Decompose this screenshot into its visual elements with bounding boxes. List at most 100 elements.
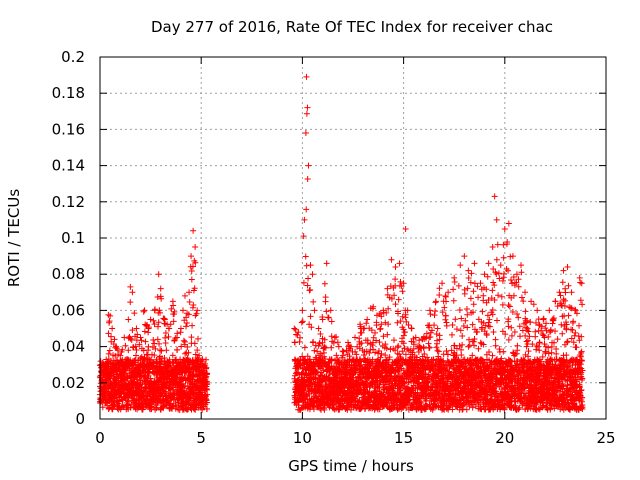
data-point — [299, 307, 306, 314]
data-point — [464, 324, 471, 331]
data-point — [505, 302, 512, 309]
data-point — [151, 321, 158, 328]
data-point — [188, 334, 195, 341]
data-point — [178, 343, 185, 350]
data-point — [109, 325, 116, 332]
data-point — [522, 289, 529, 296]
data-point — [162, 334, 169, 341]
data-point — [439, 280, 446, 287]
data-point — [505, 323, 512, 330]
data-point — [150, 337, 157, 344]
data-point — [481, 271, 488, 278]
data-point — [456, 307, 463, 314]
data-point — [115, 351, 122, 358]
data-point — [189, 322, 196, 329]
data-point — [506, 303, 513, 310]
data-point — [507, 253, 514, 260]
data-point — [461, 253, 468, 260]
data-point — [395, 296, 402, 303]
data-point — [186, 298, 193, 305]
data-point — [192, 244, 199, 251]
data-point — [138, 383, 145, 390]
data-point — [304, 176, 311, 183]
data-point — [323, 260, 330, 267]
data-point — [145, 329, 152, 336]
data-point — [166, 325, 173, 332]
data-point — [495, 292, 502, 299]
data-point — [137, 334, 144, 341]
data-point — [157, 285, 164, 292]
data-point — [162, 330, 169, 337]
data-point — [432, 299, 439, 306]
data-point — [433, 331, 440, 338]
data-point — [322, 298, 329, 305]
data-point — [194, 347, 201, 354]
data-point — [434, 325, 441, 332]
data-points — [96, 73, 586, 413]
data-point — [470, 301, 477, 308]
data-point — [436, 291, 443, 298]
data-point — [119, 346, 126, 353]
data-point — [147, 316, 154, 323]
data-point — [158, 295, 165, 302]
data-point — [475, 294, 482, 301]
data-point — [168, 305, 175, 312]
data-point — [395, 342, 402, 349]
data-point — [397, 278, 404, 285]
data-point — [560, 267, 567, 274]
data-point — [556, 289, 563, 296]
data-point — [105, 330, 112, 337]
data-point — [291, 339, 298, 346]
data-point — [452, 316, 459, 323]
data-point — [494, 241, 501, 248]
data-point — [161, 388, 168, 395]
data-point — [121, 334, 128, 341]
data-point — [434, 347, 441, 354]
data-point — [130, 384, 137, 391]
data-point — [396, 260, 403, 267]
data-point — [384, 285, 391, 292]
data-point — [402, 225, 409, 232]
data-point — [455, 282, 462, 289]
data-point — [151, 352, 158, 359]
data-point — [401, 329, 408, 336]
data-point — [568, 289, 575, 296]
data-point — [465, 343, 472, 350]
data-point — [203, 356, 210, 363]
data-point — [148, 403, 155, 410]
data-point — [470, 288, 477, 295]
data-point — [302, 129, 309, 136]
data-point — [182, 292, 189, 299]
data-point — [485, 319, 492, 326]
data-point — [139, 406, 146, 413]
data-point — [163, 347, 170, 354]
data-point — [157, 347, 164, 354]
data-point — [463, 406, 470, 413]
data-point — [486, 316, 493, 323]
data-point — [108, 333, 115, 340]
data-point — [155, 323, 162, 330]
data-point — [497, 262, 504, 269]
data-point — [125, 347, 132, 354]
data-point — [128, 337, 135, 344]
data-point — [125, 316, 132, 323]
data-point — [158, 347, 165, 354]
data-point — [169, 403, 176, 410]
data-point — [450, 297, 457, 304]
data-point — [451, 274, 458, 281]
data-point — [133, 325, 140, 332]
data-point — [323, 308, 330, 315]
data-point — [133, 347, 140, 354]
data-point — [443, 322, 450, 329]
data-point — [517, 262, 524, 269]
data-point — [528, 298, 535, 305]
data-point — [305, 162, 312, 169]
data-point — [99, 404, 106, 411]
data-point — [127, 335, 134, 342]
data-point — [170, 318, 177, 325]
data-point — [457, 262, 464, 269]
data-point — [443, 347, 450, 354]
data-point — [493, 256, 500, 263]
data-point — [392, 263, 399, 270]
